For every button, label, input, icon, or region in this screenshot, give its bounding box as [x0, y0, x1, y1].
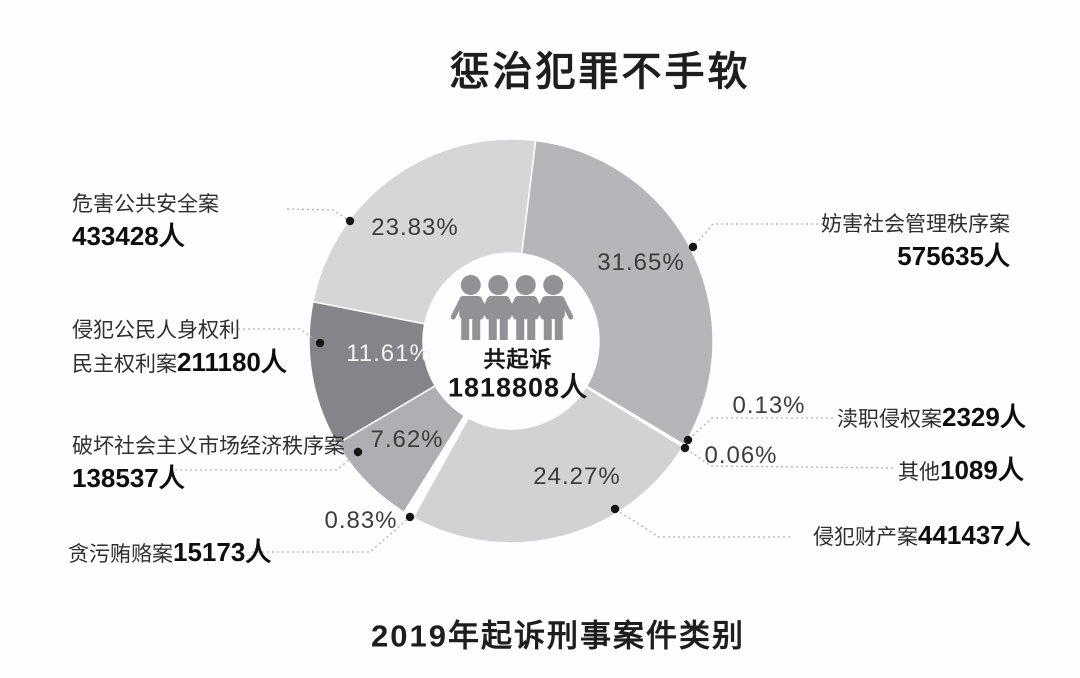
percent-label-market-economy: 7.62% — [370, 426, 444, 453]
label-other-count: 1089人 — [940, 455, 1024, 485]
label-market-economy-name: 破坏社会主义市场经济秩序案 — [72, 435, 345, 458]
percent-label-corruption: 0.83% — [324, 507, 398, 534]
percent-label-property: 24.27% — [533, 463, 621, 490]
leader-other-line — [684, 447, 894, 469]
percent-label-civil-rights: 11.61% — [346, 340, 432, 367]
leader-public-safety-dot — [345, 216, 355, 226]
person-icon — [533, 275, 574, 340]
leader-property-dot — [610, 504, 620, 514]
leader-civil-rights-line — [228, 328, 321, 344]
leader-other-dot — [680, 443, 690, 453]
leader-corruption-dot — [405, 512, 415, 522]
label-property: 侵犯财产案441437人 — [813, 520, 1031, 553]
label-public-safety-count: 433428人 — [72, 221, 185, 251]
people-icon — [450, 275, 574, 340]
label-other: 其他1089人 — [898, 455, 1024, 488]
pie-segment-7 — [312, 138, 537, 325]
percent-label-social-order: 31.65% — [597, 249, 685, 276]
label-corruption-count: 15173人 — [173, 537, 272, 567]
label-civil-rights: 侵犯公民人身权利 民主权利案211180人 — [72, 316, 287, 381]
percent-label-other: 0.06% — [704, 442, 778, 469]
percent-label-public-safety: 23.83% — [371, 214, 459, 241]
pie-segment-3 — [412, 386, 685, 544]
label-corruption-name: 贪污贿赂案 — [68, 543, 173, 566]
label-civil-rights-count: 211180人 — [177, 347, 287, 377]
label-civil-rights-name-line1: 侵犯公民人身权利 — [72, 319, 240, 342]
leader-public-safety-line — [286, 208, 351, 222]
label-dereliction: 渎职侵权案2329人 — [837, 402, 1026, 435]
pie-segment-0 — [520, 139, 714, 446]
label-public-safety: 危害公共安全案 433428人 — [72, 190, 219, 255]
leader-social-order-line — [692, 223, 833, 248]
label-dereliction-count: 2329人 — [942, 402, 1026, 432]
label-civil-rights-name-line2: 民主权利案 — [72, 353, 177, 376]
label-dereliction-name: 渎职侵权案 — [837, 408, 942, 431]
page-title: 惩治犯罪不手软 — [449, 50, 751, 94]
leader-market-economy-dot — [353, 447, 363, 457]
leader-property-line — [614, 508, 790, 538]
label-market-economy: 破坏社会主义市场经济秩序案 138537人 — [72, 432, 345, 497]
leader-dereliction-line — [687, 417, 833, 441]
label-public-safety-name: 危害公共安全案 — [72, 193, 219, 216]
center-total-value: 1818808人 — [447, 372, 589, 403]
leader-market-economy-line — [170, 451, 359, 471]
label-social-order-count: 575635人 — [897, 241, 1010, 271]
label-other-name: 其他 — [898, 461, 940, 484]
label-property-count: 441437人 — [918, 520, 1031, 550]
center-total-label: 共起诉 — [483, 347, 553, 372]
person-icon — [478, 275, 519, 340]
footer-title: 2019年起诉刑事案件类别 — [371, 618, 745, 654]
label-social-order: 妨害社会管理秩序案 575635人 — [821, 210, 1010, 275]
label-property-name: 侵犯财产案 — [813, 526, 918, 549]
percent-label-dereliction: 0.13% — [732, 392, 806, 419]
leader-dereliction-dot — [683, 435, 693, 445]
leader-social-order-dot — [688, 242, 698, 252]
label-corruption: 贪污贿赂案15173人 — [68, 537, 271, 570]
leader-civil-rights-dot — [315, 338, 325, 348]
label-social-order-name: 妨害社会管理秩序案 — [821, 213, 1010, 236]
label-market-economy-count: 138537人 — [72, 463, 185, 493]
